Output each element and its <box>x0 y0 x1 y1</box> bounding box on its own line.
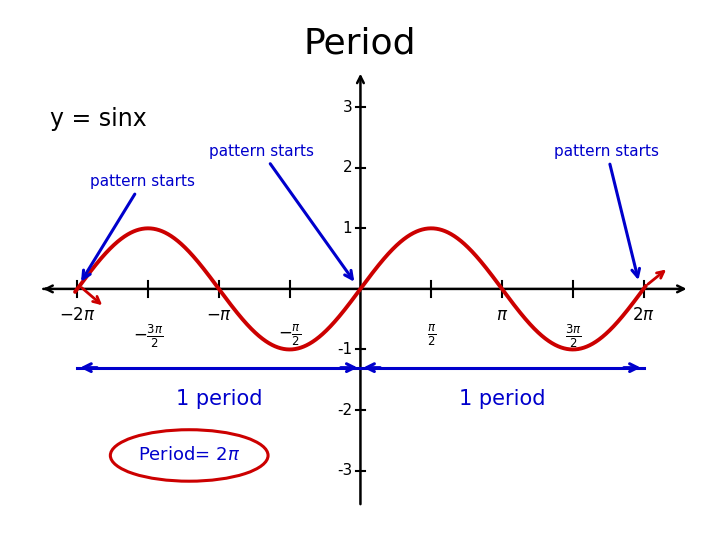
Text: -2: -2 <box>337 402 352 417</box>
Text: -3: -3 <box>337 463 352 478</box>
Text: Period= $2\pi$: Period= $2\pi$ <box>138 447 240 464</box>
Text: 3: 3 <box>343 100 352 114</box>
Text: pattern starts: pattern starts <box>554 144 660 277</box>
Text: $-\frac{\pi}{2}$: $-\frac{\pi}{2}$ <box>278 322 302 348</box>
Text: $2\pi$: $2\pi$ <box>632 306 655 324</box>
Text: 2: 2 <box>343 160 352 176</box>
Ellipse shape <box>110 430 268 481</box>
Text: Period: Period <box>304 27 416 61</box>
Text: $-\frac{3\pi}{2}$: $-\frac{3\pi}{2}$ <box>133 322 163 349</box>
Text: $\frac{3\pi}{2}$: $\frac{3\pi}{2}$ <box>564 322 581 349</box>
Text: pattern starts: pattern starts <box>209 144 352 279</box>
Text: 1 period: 1 period <box>176 389 262 409</box>
Text: $\pi$: $\pi$ <box>496 306 508 324</box>
Text: -1: -1 <box>337 342 352 357</box>
Text: $-\pi$: $-\pi$ <box>206 306 232 324</box>
Text: $-2\pi$: $-2\pi$ <box>59 306 96 324</box>
Text: pattern starts: pattern starts <box>83 174 195 279</box>
Text: y = sinx: y = sinx <box>50 107 146 131</box>
Text: 1 period: 1 period <box>459 389 545 409</box>
Text: $\frac{\pi}{2}$: $\frac{\pi}{2}$ <box>426 322 436 348</box>
Text: 1: 1 <box>343 221 352 236</box>
